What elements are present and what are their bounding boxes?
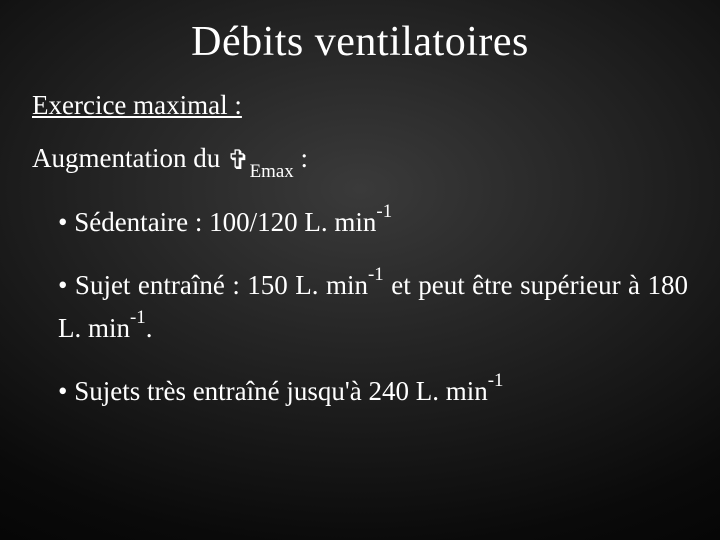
superscript: -1 (368, 264, 384, 285)
bullet-text: • Sujet entraîné : 150 L. min (58, 270, 368, 300)
vdot-symbol-icon: ✞ (227, 145, 250, 176)
list-item: • Sujets très entraîné jusqu'à 240 L. mi… (58, 370, 688, 413)
bullet-text-tail: . (146, 313, 153, 343)
slide-title: Débits ventilatoires (32, 18, 688, 66)
subheading-prefix: Augmentation du (32, 143, 227, 173)
subheading: Augmentation du ✞Emax : (32, 143, 688, 179)
superscript: -1 (376, 201, 392, 222)
superscript: -1 (488, 370, 504, 391)
subheading-subscript: Emax (250, 161, 294, 182)
bullet-text: • Sédentaire : 100/120 L. min (58, 207, 376, 237)
superscript: -1 (130, 307, 146, 328)
list-item: • Sédentaire : 100/120 L. min-1 (58, 201, 688, 244)
subheading-suffix: : (294, 143, 308, 173)
section-heading: Exercice maximal : (32, 90, 688, 121)
bullet-list: • Sédentaire : 100/120 L. min-1 • Sujet … (32, 201, 688, 412)
list-item: • Sujet entraîné : 150 L. min-1 et peut … (58, 264, 688, 350)
slide-container: Débits ventilatoires Exercice maximal : … (0, 0, 720, 540)
bullet-text: • Sujets très entraîné jusqu'à 240 L. mi… (58, 376, 488, 406)
